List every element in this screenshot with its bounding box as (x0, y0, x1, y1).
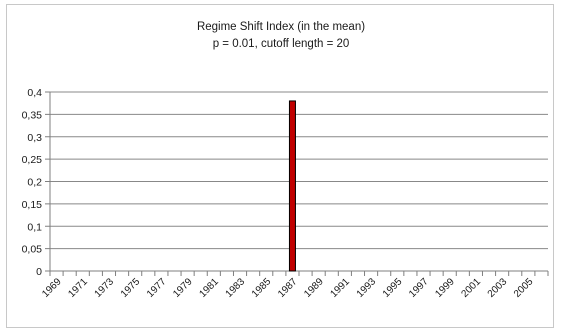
x-tick-label: 1989 (302, 276, 326, 300)
y-tick-label: 0,35 (22, 109, 43, 121)
x-tick-label: 1983 (224, 276, 248, 300)
x-tick-label: 1997 (407, 276, 431, 300)
x-tick-label: 2003 (486, 276, 510, 300)
y-tick-label: 0,15 (22, 199, 43, 211)
x-tick-label: 1987 (276, 276, 300, 300)
x-tick-label: 1979 (171, 276, 195, 300)
x-tick-label: 1995 (381, 276, 405, 300)
y-tick-label: 0,25 (22, 154, 43, 166)
y-tick-label: 0 (36, 266, 42, 278)
bar-1987 (288, 100, 296, 272)
x-tick-label: 2005 (512, 276, 536, 300)
y-tick-label: 0,4 (27, 87, 42, 99)
x-tick-label: 1969 (40, 276, 64, 300)
x-tick-label: 1971 (66, 276, 90, 300)
chart-title: Regime Shift Index (in the mean) (196, 21, 366, 33)
x-tick-label: 1973 (93, 276, 117, 300)
y-tick-label: 0,05 (22, 244, 43, 256)
x-tick-label: 1975 (119, 276, 143, 300)
x-tick-label: 1999 (433, 276, 457, 300)
x-tick-label: 1991 (328, 276, 352, 300)
x-tick-label: 2001 (460, 276, 484, 300)
y-tick-label: 0,2 (27, 177, 42, 189)
x-tick-label: 1981 (197, 276, 221, 300)
y-tick-label: 0,3 (27, 132, 42, 144)
chart-frame (6, 4, 554, 328)
x-tick-label: 1977 (145, 276, 169, 300)
x-tick-label: 1985 (250, 276, 274, 300)
y-tick-label: 0,1 (27, 221, 42, 233)
chart-subtitle: p = 0.01, cutoff length = 20 (212, 38, 350, 50)
x-tick-label: 1993 (355, 276, 379, 300)
